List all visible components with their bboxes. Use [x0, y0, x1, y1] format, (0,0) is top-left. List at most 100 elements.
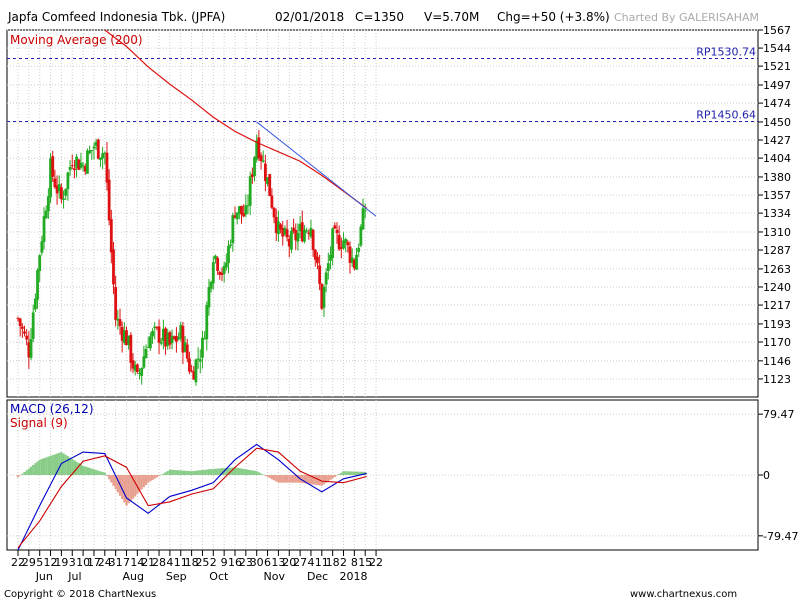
x-tick-label: 8 [351, 556, 358, 569]
macd-marks [16, 443, 367, 551]
macd-histogram-bar [123, 475, 126, 503]
ma-label: Moving Average (200) [10, 33, 143, 47]
x-tick-label: 21 [141, 556, 155, 569]
macd-histogram-bar [231, 467, 234, 475]
candle-body [140, 367, 144, 376]
candle-body [86, 150, 89, 174]
candle-body [253, 157, 256, 177]
macd-histogram-bar [127, 475, 130, 504]
macd-histogram-bar [153, 475, 156, 479]
macd-histogram-bar [292, 475, 295, 483]
macd-histogram-bar [105, 475, 109, 476]
candle-body [99, 157, 102, 160]
candle-body [40, 241, 44, 253]
candle-body [161, 328, 165, 342]
x-tick-label: 17 [87, 556, 101, 569]
x-tick-label: 2 [210, 556, 217, 569]
macd-line [17, 443, 367, 551]
macd-histogram-bar [177, 470, 180, 475]
candle-body [205, 305, 209, 340]
candle-body [133, 364, 137, 371]
candle-body [201, 337, 204, 358]
macd-histogram-bar [351, 471, 354, 475]
candle-body [192, 371, 196, 380]
candle-body [73, 168, 76, 171]
x-tick-label: 30 [250, 556, 264, 569]
candle-body [177, 337, 180, 340]
candle-body [242, 213, 246, 217]
macd-histogram-bar [285, 475, 289, 483]
y-tick-label: 1450 [763, 116, 791, 129]
candle-body [216, 257, 220, 271]
candle-body [49, 158, 52, 198]
macd-histogram-bar [181, 470, 185, 475]
y-tick-label: 1217 [763, 299, 791, 312]
macd-histogram-bar [264, 475, 267, 476]
candle-body [92, 146, 96, 149]
macd-histogram-bar [303, 475, 306, 484]
macd-histogram-bar [214, 468, 217, 475]
candle-body [142, 356, 146, 368]
macd-histogram-bar [277, 475, 280, 483]
macd-histogram-bar [173, 469, 176, 475]
macd-histogram-bar [190, 471, 193, 475]
candle-body [125, 330, 128, 346]
header-volume: V=5.70M [424, 10, 479, 24]
macd-histogram-bar [168, 469, 171, 475]
macd-histogram-bar [160, 474, 163, 476]
macd-histogram-bar [236, 467, 239, 475]
candle-body [75, 156, 78, 168]
candle-body [270, 195, 274, 208]
macd-histogram-bar [353, 471, 356, 475]
y-tick-label: 1404 [763, 152, 791, 165]
x-tick-label: 5 [36, 556, 43, 569]
macd-histogram-bar [255, 471, 258, 475]
candle-body [114, 287, 118, 320]
candle-body [266, 177, 269, 184]
macd-histogram-bar [27, 468, 30, 475]
candle-body [235, 212, 239, 220]
candle-body [218, 271, 222, 275]
candle-body [290, 230, 293, 250]
candle-body [263, 163, 267, 181]
macd-histogram-bar [149, 475, 152, 482]
macd-histogram-bar [21, 473, 24, 475]
x-month-label: Sep [166, 570, 187, 583]
y-tick-label: 1170 [763, 336, 791, 349]
x-tick-label: 4 [307, 556, 314, 569]
x-tick-label: 11 [174, 556, 188, 569]
macd-histogram-bar [151, 475, 154, 481]
header-close: C=1350 [355, 10, 404, 24]
candle-body [62, 198, 65, 200]
candle-body [287, 238, 291, 247]
candle-body [352, 259, 356, 269]
candle-body [38, 255, 42, 272]
macd-histogram-bar [301, 475, 304, 483]
x-tick-label: 10 [76, 556, 90, 569]
x-tick-label: 22 [369, 556, 383, 569]
candle-body [346, 242, 350, 246]
candle-body [203, 338, 207, 340]
candle-body [357, 247, 361, 253]
macd-histogram-bar [125, 475, 128, 506]
macd-histogram-bar [348, 471, 352, 475]
macd-histogram-bar [294, 475, 297, 483]
candle-body [144, 348, 148, 359]
candle-body [46, 196, 50, 212]
candle-body [155, 327, 159, 329]
candle-body [159, 341, 163, 344]
macd-histogram-bar [36, 461, 39, 475]
macd-histogram-bar [162, 473, 165, 475]
candle-body [129, 334, 133, 363]
macd-histogram-bar [249, 470, 252, 475]
x-tick-label: 18 [326, 556, 340, 569]
candle-body [224, 262, 228, 268]
candle-body [51, 156, 55, 177]
macd-histogram-bar [32, 464, 35, 475]
macd-histogram-bar [38, 459, 41, 475]
x-tick-label: 6 [264, 556, 271, 569]
candle-body [335, 229, 339, 234]
y-tick-label: 1263 [763, 263, 791, 276]
moving-average-line [104, 29, 368, 209]
candle-body [292, 227, 295, 232]
